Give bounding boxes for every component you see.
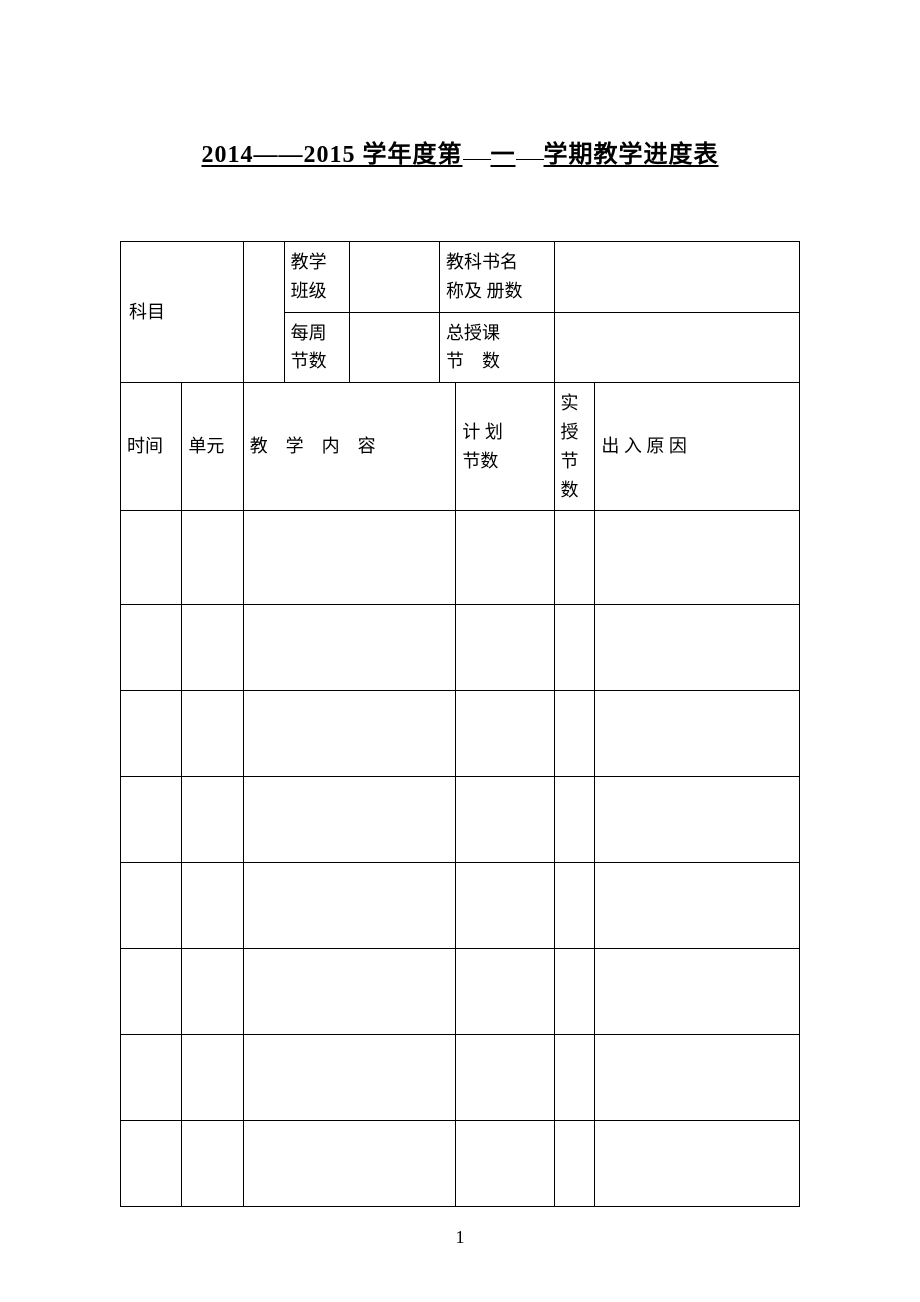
cell-plan — [456, 863, 554, 949]
cell-reason — [595, 1035, 800, 1121]
col-reason-header: 出 入 原 因 — [595, 383, 800, 511]
cell-actual — [554, 1035, 595, 1121]
cell-plan — [456, 1121, 554, 1207]
cell-reason — [595, 691, 800, 777]
table-row — [121, 511, 800, 605]
cell-unit — [182, 1035, 243, 1121]
cell-unit — [182, 511, 243, 605]
cell-reason — [595, 863, 800, 949]
col-unit-header: 单元 — [182, 383, 243, 511]
col-actual-header: 实 授 节数 — [554, 383, 595, 511]
title-semester: 一 — [491, 142, 516, 168]
cell-actual — [554, 511, 595, 605]
table-row — [121, 1035, 800, 1121]
cell-time — [121, 691, 182, 777]
cell-time — [121, 511, 182, 605]
schedule-table: 科目 教学 班级 教科书名 称及 册数 每周 节数 总授课 节 数 — [120, 241, 800, 1207]
title-blank — [463, 159, 491, 160]
weekly-label: 每周 节数 — [284, 312, 349, 383]
cell-actual — [554, 605, 595, 691]
cell-time — [121, 1035, 182, 1121]
cell-plan — [456, 511, 554, 605]
cell-reason — [595, 949, 800, 1035]
cell-plan — [456, 949, 554, 1035]
cell-reason — [595, 605, 800, 691]
table-row — [121, 949, 800, 1035]
col-time-header: 时间 — [121, 383, 182, 511]
table-row — [121, 1121, 800, 1207]
cell-unit — [182, 863, 243, 949]
cell-actual — [554, 949, 595, 1035]
table-row — [121, 777, 800, 863]
title-mid: 学年度第 — [356, 142, 463, 168]
cell-actual — [554, 777, 595, 863]
cell-unit — [182, 949, 243, 1035]
cell-actual — [554, 1121, 595, 1207]
cell-content — [243, 949, 456, 1035]
book-label: 教科书名 称及 册数 — [440, 242, 555, 313]
header-row-1: 科目 教学 班级 教科书名 称及 册数 — [121, 242, 800, 313]
col-plan-header: 计 划 节数 — [456, 383, 554, 511]
table-row — [121, 605, 800, 691]
cell-time — [121, 949, 182, 1035]
cell-time — [121, 1121, 182, 1207]
weekly-value — [350, 312, 440, 383]
cell-content — [243, 863, 456, 949]
title-blank-2 — [516, 159, 544, 160]
subject-value — [243, 242, 284, 383]
cell-plan — [456, 777, 554, 863]
cell-content — [243, 691, 456, 777]
cell-content — [243, 1121, 456, 1207]
cell-unit — [182, 691, 243, 777]
cell-time — [121, 863, 182, 949]
cell-time — [121, 777, 182, 863]
cell-unit — [182, 605, 243, 691]
book-value — [554, 242, 799, 313]
col-content-header: 教 学 内 容 — [243, 383, 456, 511]
subject-label: 科目 — [121, 242, 244, 383]
table-row — [121, 863, 800, 949]
cell-reason — [595, 511, 800, 605]
cell-actual — [554, 863, 595, 949]
column-headers: 时间 单元 教 学 内 容 计 划 节数 实 授 节数 出 入 原 因 — [121, 383, 800, 511]
total-label: 总授课 节 数 — [440, 312, 555, 383]
cell-plan — [456, 1035, 554, 1121]
table-row — [121, 691, 800, 777]
title-year-range: 2014——2015 — [202, 142, 356, 168]
total-value — [554, 312, 799, 383]
cell-unit — [182, 1121, 243, 1207]
cell-unit — [182, 777, 243, 863]
cell-content — [243, 1035, 456, 1121]
cell-content — [243, 511, 456, 605]
cell-content — [243, 777, 456, 863]
cell-actual — [554, 691, 595, 777]
page-number: 1 — [0, 1227, 920, 1248]
class-label: 教学 班级 — [284, 242, 349, 313]
cell-reason — [595, 1121, 800, 1207]
cell-plan — [456, 605, 554, 691]
cell-time — [121, 605, 182, 691]
class-value — [350, 242, 440, 313]
title-end: 学期教学进度表 — [544, 142, 719, 168]
cell-plan — [456, 691, 554, 777]
page-container: 2014——2015 学年度第一学期教学进度表 科目 教学 班级 教科书名 — [0, 0, 920, 1207]
page-title: 2014——2015 学年度第 一 学期教学进度表 — [120, 134, 800, 169]
cell-reason — [595, 777, 800, 863]
cell-content — [243, 605, 456, 691]
